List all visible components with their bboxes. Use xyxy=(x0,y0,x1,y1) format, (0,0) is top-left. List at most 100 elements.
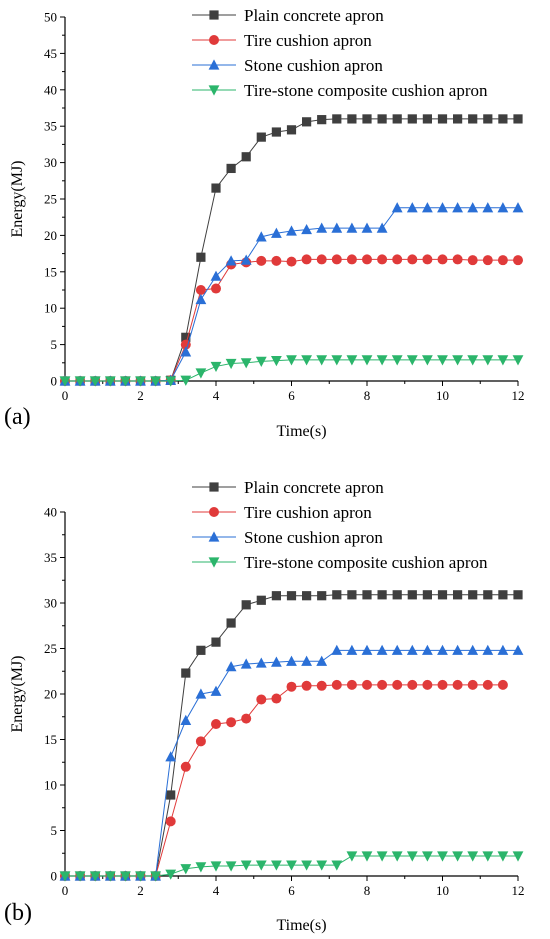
chart-a-data-point xyxy=(210,361,222,373)
chart-a-data-point xyxy=(422,355,433,366)
chart-a-data-point xyxy=(376,355,388,366)
chart-b-data-point xyxy=(226,618,236,628)
chart-b-data-point xyxy=(422,851,433,862)
chart-b-series-0 xyxy=(60,590,523,881)
chart-a-data-point xyxy=(225,358,237,370)
chart-a-panel-label: (a) xyxy=(4,404,31,430)
chart-a-data-point xyxy=(301,254,312,265)
chart-a-data-point xyxy=(165,376,177,387)
chart-b-data-point xyxy=(331,860,343,871)
chart-a-data-point xyxy=(437,202,448,213)
chart-a-data-point xyxy=(74,376,86,387)
chart-b-data-point xyxy=(437,590,448,600)
chart-a-data-point xyxy=(271,127,281,137)
chart-a-data-point xyxy=(150,376,161,387)
chart-a-x-tick-label: 2 xyxy=(137,388,144,403)
chart-b-data-point xyxy=(332,590,342,600)
chart-b-data-point xyxy=(498,590,508,600)
chart-b-data-point xyxy=(210,685,222,696)
chart-b-data-point xyxy=(181,668,191,678)
chart-a-data-point xyxy=(346,355,358,366)
chart-b-data-point xyxy=(331,644,343,655)
chart-b-data-point xyxy=(361,851,373,862)
chart-b-data-point xyxy=(180,714,192,725)
chart-a-data-point xyxy=(286,355,297,366)
chart-b-data-point xyxy=(240,860,252,871)
chart-b-data-point xyxy=(271,656,282,667)
chart-b-legend-label: Plain concrete apron xyxy=(244,478,384,497)
chart-b-legend-label: Tire cushion apron xyxy=(244,503,372,522)
chart-a-data-point xyxy=(497,255,508,266)
chart-a-data-point xyxy=(196,252,206,262)
chart-a-legend-label: Plain concrete apron xyxy=(244,6,384,25)
chart-a-data-point xyxy=(482,202,494,213)
chart-a-data-point xyxy=(211,183,221,193)
chart-b: 0 5 10 15 20 25 30 35 40 0 2 4 6 8 10 12 Time(s) Energy(M… xyxy=(4,478,525,934)
chart-b-data-point xyxy=(407,679,418,690)
chart-b-data-point xyxy=(165,751,177,762)
chart-a-y-tick-label: 10 xyxy=(44,301,57,316)
chart-b-x-tick-label: 12 xyxy=(512,883,525,898)
chart-b-data-point xyxy=(452,851,463,862)
chart-a-y-tick-label: 50 xyxy=(44,10,57,25)
chart-b-legend-label: Tire-stone composite cushion apron xyxy=(244,553,488,572)
chart-a-data-point xyxy=(467,202,479,213)
chart-b-y-tick-label: 0 xyxy=(51,869,58,884)
chart-a-data-point xyxy=(286,125,297,135)
chart-a-y-tick-label: 20 xyxy=(44,228,57,243)
chart-b-data-point xyxy=(195,688,207,699)
chart-b-data-point xyxy=(195,862,207,873)
chart-a-y-tick-label: 40 xyxy=(44,82,57,97)
chart-b-x-tick-label: 6 xyxy=(288,883,295,898)
chart-b-data-point xyxy=(89,871,101,882)
chart-b-data-point xyxy=(226,717,237,728)
chart-b-data-point xyxy=(135,871,146,882)
chart-b-data-point xyxy=(256,595,266,605)
chart-b-data-point xyxy=(166,790,176,800)
chart-b-data-point xyxy=(346,644,358,655)
chart-a-data-point xyxy=(180,375,192,386)
chart-a-data-point xyxy=(240,254,252,265)
chart-a-y-tick-label: 5 xyxy=(51,337,58,352)
chart-a-data-point xyxy=(210,270,222,281)
chart-b-data-point xyxy=(286,681,297,692)
chart-b-data-point xyxy=(271,860,282,871)
chart-a-data-point xyxy=(482,255,493,266)
chart-a-data-point xyxy=(376,222,388,233)
chart-a-legend-marker xyxy=(208,85,220,96)
chart-a-data-point xyxy=(181,332,191,342)
chart-b-x-tick-label: 8 xyxy=(364,883,371,898)
chart-b-data-point xyxy=(482,851,494,862)
chart-a-data-point xyxy=(301,223,312,235)
chart-b-data-point xyxy=(347,590,357,600)
chart-b-data-point xyxy=(301,860,312,871)
chart-a-x-tick-label: 10 xyxy=(436,388,449,403)
chart-b-y-tick-label: 20 xyxy=(44,687,57,702)
chart-b-data-point xyxy=(241,600,251,610)
chart-b-data-point xyxy=(271,591,281,601)
chart-b-data-point xyxy=(180,864,192,875)
chart-b-data-point xyxy=(361,644,373,655)
chart-a-data-point xyxy=(467,355,479,366)
chart-a-data-point xyxy=(271,356,282,367)
chart-a-legend-label: Stone cushion apron xyxy=(244,56,383,75)
chart-a-y-tick-label: 15 xyxy=(44,264,57,279)
chart-a-data-point xyxy=(331,254,342,265)
chart-b-data-point xyxy=(377,590,387,600)
chart-b-data-point xyxy=(376,644,388,655)
chart-b-data-point xyxy=(301,655,312,666)
chart-a-data-point xyxy=(513,255,523,266)
chart-b-data-point xyxy=(255,860,267,871)
chart-b-data-point xyxy=(225,861,237,872)
chart-b-legend-label: Stone cushion apron xyxy=(244,528,383,547)
chart-b-data-point xyxy=(422,679,433,690)
chart-b-data-point xyxy=(346,679,357,690)
chart-a-data-point xyxy=(271,255,282,266)
chart-b-data-point xyxy=(376,851,388,862)
chart-a-series-line xyxy=(65,118,518,382)
chart-b-data-point xyxy=(468,590,478,600)
chart-b-data-point xyxy=(377,679,388,690)
chart-a-data-point xyxy=(377,114,387,124)
chart-b-legend-marker xyxy=(208,531,220,542)
chart-a-data-point xyxy=(437,114,448,124)
